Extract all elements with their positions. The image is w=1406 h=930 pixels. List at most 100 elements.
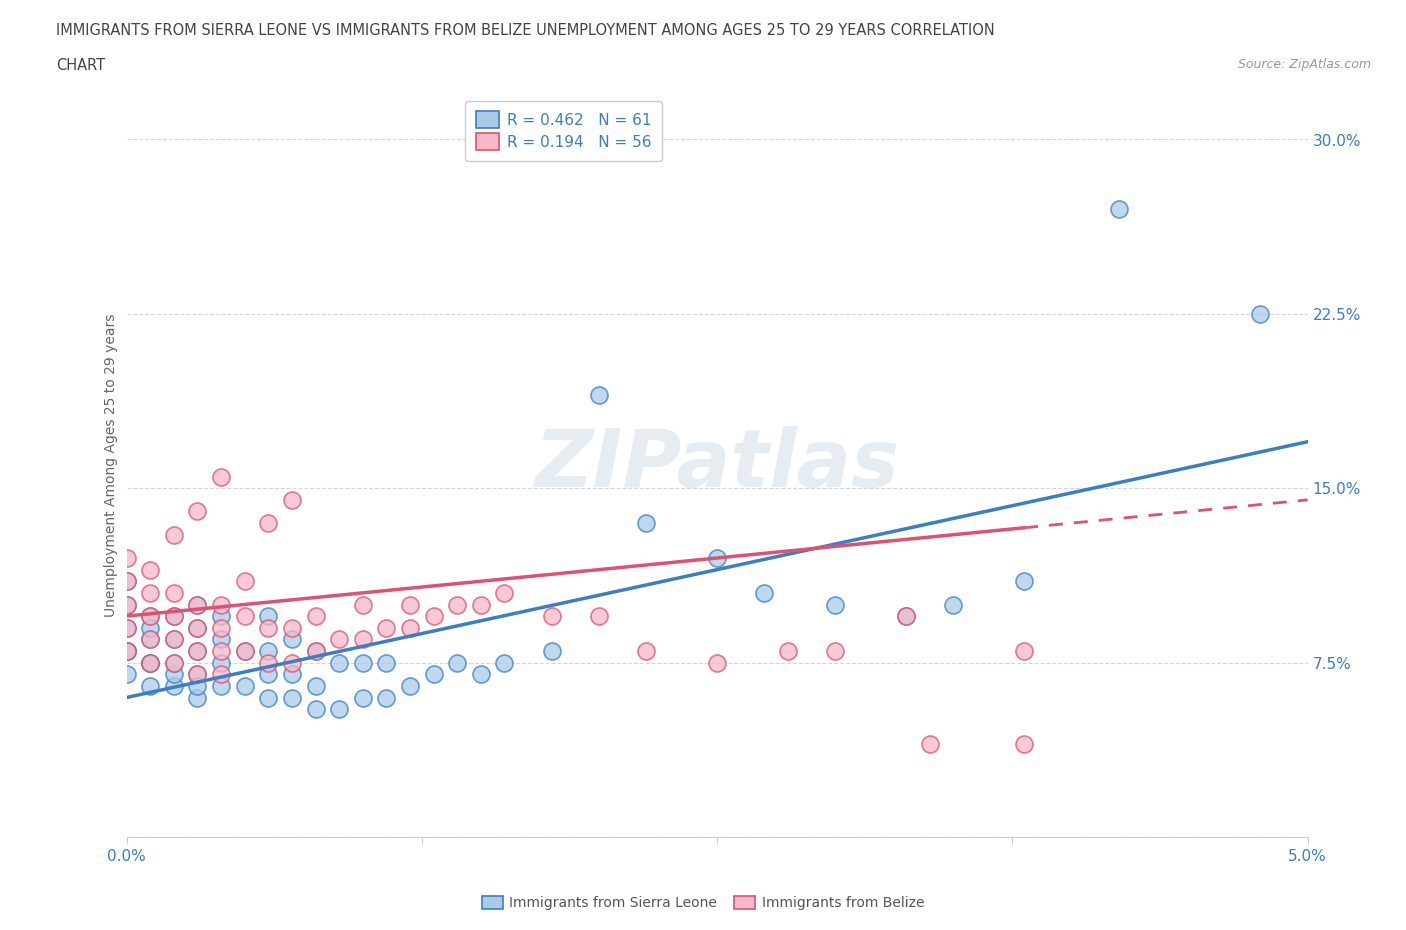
Point [281, 632, 304, 647]
Point [352, 597, 374, 612]
Point [163, 586, 186, 601]
Point [304, 679, 326, 694]
Point [706, 551, 728, 565]
Point [209, 679, 232, 694]
Point [115, 597, 138, 612]
Point [139, 609, 162, 624]
Point [352, 632, 374, 647]
Point [470, 667, 492, 682]
Point [588, 609, 610, 624]
Point [163, 609, 186, 624]
Point [139, 679, 162, 694]
Point [186, 644, 208, 658]
Point [894, 609, 917, 624]
Y-axis label: Unemployment Among Ages 25 to 29 years: Unemployment Among Ages 25 to 29 years [104, 313, 118, 617]
Legend: R = 0.462   N = 61, R = 0.194   N = 56: R = 0.462 N = 61, R = 0.194 N = 56 [465, 100, 662, 161]
Point [163, 609, 186, 624]
Point [281, 620, 304, 635]
Point [186, 667, 208, 682]
Point [328, 655, 350, 670]
Point [115, 644, 138, 658]
Point [304, 644, 326, 658]
Point [115, 574, 138, 589]
Point [540, 609, 562, 624]
Point [115, 667, 138, 682]
Point [257, 644, 280, 658]
Point [304, 609, 326, 624]
Point [115, 620, 138, 635]
Point [115, 644, 138, 658]
Point [209, 667, 232, 682]
Point [494, 586, 516, 601]
Point [257, 609, 280, 624]
Point [1108, 202, 1130, 217]
Point [186, 597, 208, 612]
Point [422, 609, 444, 624]
Point [706, 655, 728, 670]
Point [636, 515, 658, 530]
Point [186, 504, 208, 519]
Point [163, 655, 186, 670]
Point [186, 679, 208, 694]
Point [1012, 574, 1035, 589]
Point [470, 597, 492, 612]
Point [894, 609, 917, 624]
Point [1249, 307, 1271, 322]
Point [942, 597, 965, 612]
Point [186, 620, 208, 635]
Point [139, 620, 162, 635]
Point [446, 655, 468, 670]
Point [186, 690, 208, 705]
Point [257, 667, 280, 682]
Point [115, 620, 138, 635]
Point [209, 632, 232, 647]
Point [186, 597, 208, 612]
Point [328, 701, 350, 716]
Point [824, 597, 846, 612]
Point [139, 655, 162, 670]
Point [281, 690, 304, 705]
Point [209, 609, 232, 624]
Point [636, 644, 658, 658]
Point [375, 620, 398, 635]
Point [399, 597, 422, 612]
Point [281, 493, 304, 508]
Point [375, 690, 398, 705]
Point [918, 737, 941, 751]
Point [399, 620, 422, 635]
Point [139, 655, 162, 670]
Point [139, 609, 162, 624]
Point [494, 655, 516, 670]
Point [209, 655, 232, 670]
Point [139, 632, 162, 647]
Point [540, 644, 562, 658]
Point [399, 679, 422, 694]
Point [352, 690, 374, 705]
Point [163, 632, 186, 647]
Point [186, 667, 208, 682]
Point [1012, 737, 1035, 751]
Point [422, 667, 444, 682]
Point [257, 515, 280, 530]
Point [375, 655, 398, 670]
Point [139, 586, 162, 601]
Point [281, 655, 304, 670]
Point [209, 620, 232, 635]
Text: CHART: CHART [56, 58, 105, 73]
Point [446, 597, 468, 612]
Point [352, 655, 374, 670]
Text: ZIPatlas: ZIPatlas [534, 426, 900, 504]
Point [588, 388, 610, 403]
Point [163, 527, 186, 542]
Point [233, 644, 256, 658]
Point [257, 690, 280, 705]
Point [115, 597, 138, 612]
Point [186, 620, 208, 635]
Point [163, 679, 186, 694]
Point [824, 644, 846, 658]
Point [776, 644, 799, 658]
Point [257, 655, 280, 670]
Point [139, 655, 162, 670]
Point [186, 644, 208, 658]
Point [209, 597, 232, 612]
